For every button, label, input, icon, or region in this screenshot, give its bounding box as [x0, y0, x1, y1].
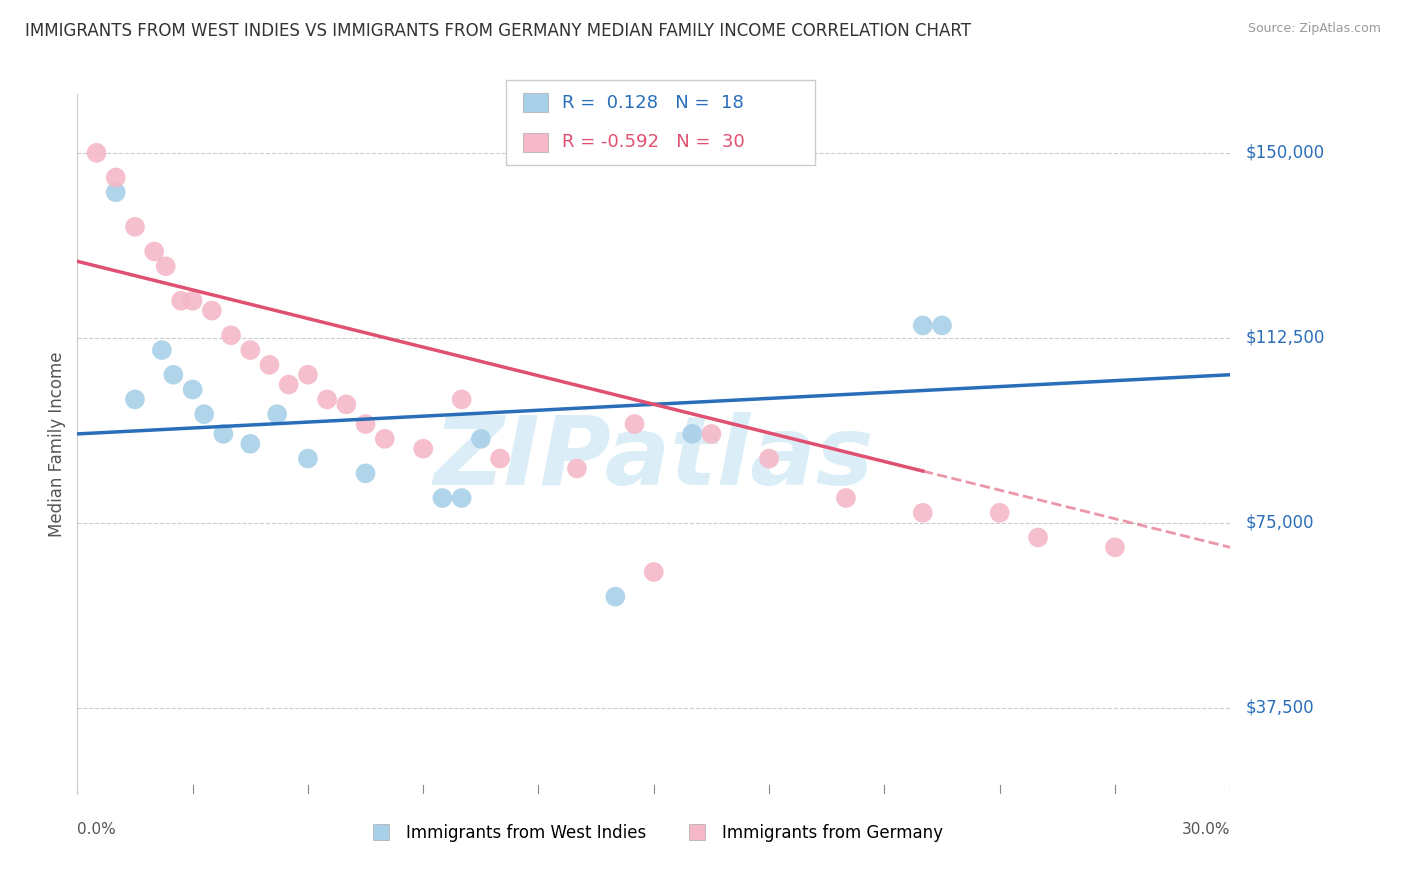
Point: [316, 392, 339, 407]
Point: [335, 397, 357, 411]
Point: [700, 426, 723, 441]
Point: [124, 392, 146, 407]
Text: R =  0.128   N =  18: R = 0.128 N = 18: [562, 94, 744, 112]
Point: [758, 451, 780, 466]
Legend: Immigrants from West Indies, Immigrants from Germany: Immigrants from West Indies, Immigrants …: [359, 817, 949, 848]
Point: [297, 451, 319, 466]
Point: [450, 392, 472, 407]
Point: [143, 244, 166, 259]
Point: [988, 506, 1011, 520]
Text: R = -0.592   N =  30: R = -0.592 N = 30: [562, 134, 745, 152]
Point: [277, 377, 299, 392]
Point: [432, 491, 454, 505]
Point: [150, 343, 173, 357]
Point: [374, 432, 396, 446]
Point: [911, 506, 934, 520]
Point: [193, 407, 215, 421]
Point: [1104, 541, 1126, 555]
Point: [162, 368, 184, 382]
Point: [605, 590, 627, 604]
Point: [489, 451, 512, 466]
Text: $150,000: $150,000: [1246, 144, 1324, 161]
Text: IMMIGRANTS FROM WEST INDIES VS IMMIGRANTS FROM GERMANY MEDIAN FAMILY INCOME CORR: IMMIGRANTS FROM WEST INDIES VS IMMIGRANT…: [25, 22, 972, 40]
Point: [155, 259, 177, 273]
Point: [239, 436, 262, 450]
Point: [239, 343, 262, 357]
Point: [354, 467, 377, 481]
Text: 0.0%: 0.0%: [77, 822, 117, 837]
Text: 30.0%: 30.0%: [1182, 822, 1230, 837]
Point: [565, 461, 588, 475]
Point: [266, 407, 288, 421]
Point: [104, 170, 127, 185]
Y-axis label: Median Family Income: Median Family Income: [48, 351, 66, 536]
Text: $112,500: $112,500: [1246, 329, 1324, 347]
Point: [181, 293, 204, 308]
Point: [354, 417, 377, 431]
Text: Source: ZipAtlas.com: Source: ZipAtlas.com: [1247, 22, 1381, 36]
Point: [681, 426, 703, 441]
Text: $75,000: $75,000: [1246, 514, 1315, 532]
Point: [297, 368, 319, 382]
Point: [124, 219, 146, 234]
Point: [259, 358, 281, 372]
Point: [643, 565, 665, 579]
Text: ZIPatlas: ZIPatlas: [433, 412, 875, 505]
Point: [470, 432, 492, 446]
Point: [623, 417, 645, 431]
Point: [835, 491, 858, 505]
Point: [911, 318, 934, 333]
Point: [104, 186, 127, 200]
Point: [412, 442, 434, 456]
Text: $37,500: $37,500: [1246, 698, 1315, 716]
Point: [931, 318, 953, 333]
Point: [170, 293, 193, 308]
Point: [219, 328, 242, 343]
Point: [86, 145, 108, 160]
Point: [212, 426, 235, 441]
Point: [450, 491, 472, 505]
Point: [1026, 531, 1049, 545]
Point: [201, 303, 224, 318]
Point: [181, 383, 204, 397]
